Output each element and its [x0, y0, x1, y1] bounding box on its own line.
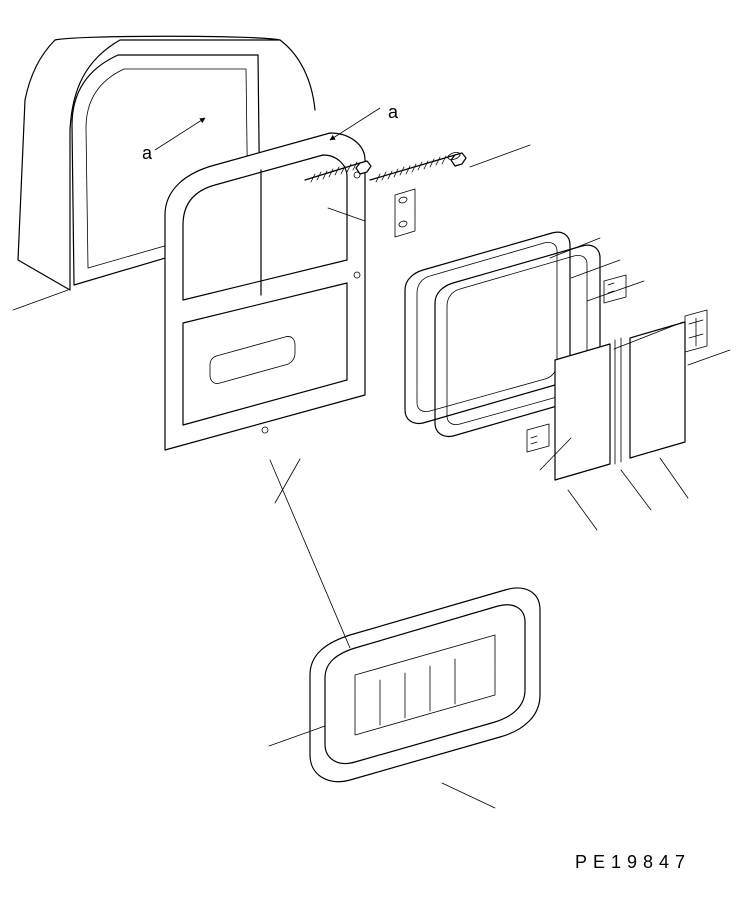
latch-plate-1	[604, 275, 626, 303]
glass-pane-1	[630, 322, 685, 458]
lower-pocket	[310, 588, 540, 782]
ref-label-a-right: a	[388, 102, 398, 123]
glazing-strip	[615, 338, 621, 464]
drawing-code: PE19847	[575, 852, 691, 873]
door-panel	[165, 133, 365, 450]
sash-frame-0	[405, 232, 570, 423]
parts-diagram	[0, 0, 749, 912]
ref-label-a-left: a	[142, 143, 152, 164]
bolt-1	[370, 152, 466, 182]
glass-pane-0	[555, 344, 610, 480]
latch-plate-0	[527, 424, 549, 452]
hinge-bracket	[395, 189, 415, 237]
latch-plate-2	[685, 310, 707, 352]
